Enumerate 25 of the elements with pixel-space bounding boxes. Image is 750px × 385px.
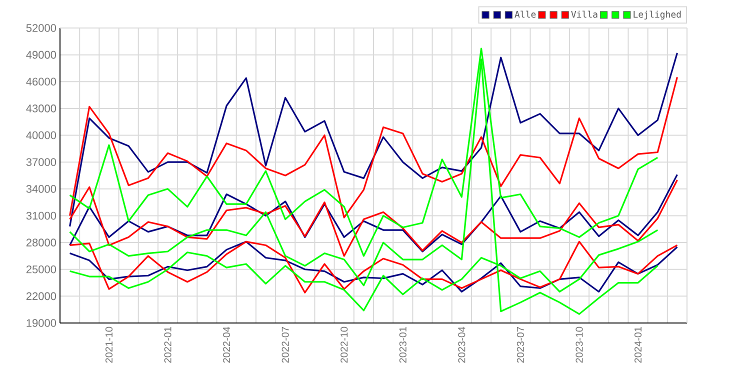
y-tick-label: 22000 (26, 292, 56, 300)
x-tick-label: 2023-07 (516, 327, 524, 363)
x-tick-label: 2021-10 (105, 326, 113, 363)
y-tick-label: 52000 (26, 24, 56, 32)
x-tick-label: 2024-01 (634, 327, 642, 363)
x-tick-label: 2022-07 (282, 327, 289, 363)
y-tick-label: 37000 (26, 158, 56, 166)
x-tick-label: 2022-01 (164, 327, 172, 363)
y-tick-label: 19000 (26, 319, 56, 327)
x-tick-label: 2022-10 (340, 326, 348, 363)
y-tick-label: 31000 (26, 212, 56, 220)
y-tick-label: 28000 (26, 238, 56, 246)
y-tick-label: 40000 (26, 131, 56, 140)
x-tick-label: 2023-01 (399, 327, 406, 363)
legend-label: Lejlighed (634, 10, 681, 20)
x-tick-label: 2023-04 (458, 326, 466, 363)
x-tick-label: 2022-04 (223, 326, 230, 363)
y-tick-label: 34000 (26, 185, 56, 193)
y-tick-label: 25000 (26, 265, 56, 274)
legend-label: Alle (514, 10, 536, 18)
y-tick-label: 46000 (26, 78, 56, 86)
y-tick-label: 49000 (26, 50, 56, 59)
legend-label: Villa (571, 10, 598, 18)
y-tick-label: 43000 (26, 104, 56, 112)
x-tick-label: 2023-10 (576, 326, 583, 363)
